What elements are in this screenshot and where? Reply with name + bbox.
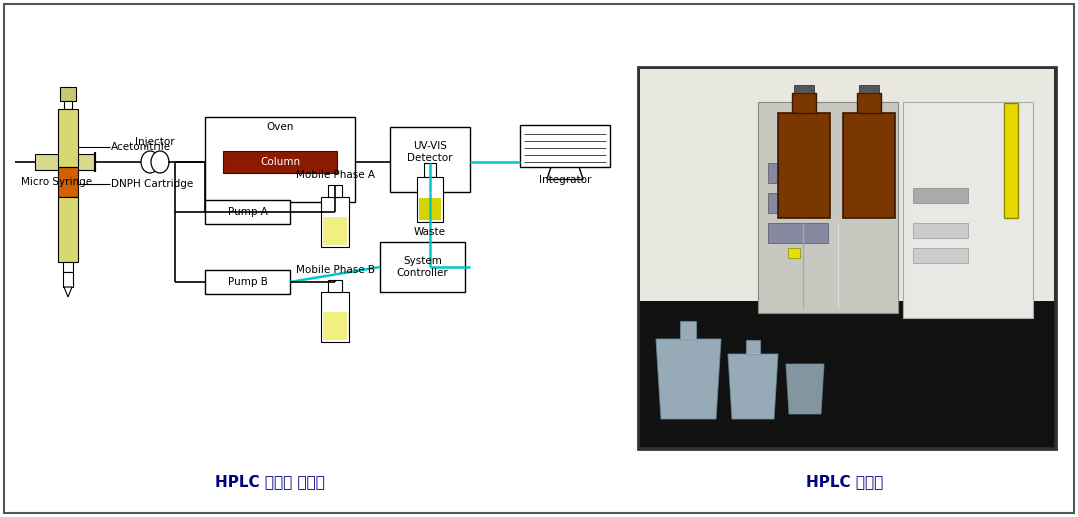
Bar <box>746 340 760 354</box>
Bar <box>680 321 696 339</box>
Bar <box>913 248 968 263</box>
Text: Pump B: Pump B <box>227 277 267 287</box>
Bar <box>788 248 800 258</box>
Bar <box>321 292 349 342</box>
Bar <box>758 102 898 313</box>
Text: Mobile Phase A: Mobile Phase A <box>295 170 374 180</box>
Text: Injector: Injector <box>135 137 175 147</box>
Bar <box>640 69 1054 303</box>
Bar <box>913 188 968 203</box>
Bar <box>794 85 814 93</box>
Bar <box>321 197 349 247</box>
Bar <box>205 200 290 224</box>
Bar <box>390 127 470 192</box>
Bar <box>205 117 355 202</box>
Text: Oven: Oven <box>266 122 293 132</box>
Ellipse shape <box>141 151 158 173</box>
Bar <box>778 113 830 218</box>
Bar <box>205 270 290 294</box>
Text: Pump A: Pump A <box>227 207 267 217</box>
Text: HPLC 시스템: HPLC 시스템 <box>806 475 884 490</box>
Text: Acetonitrile: Acetonitrile <box>111 142 171 152</box>
Bar <box>58 197 78 262</box>
Bar <box>843 113 895 218</box>
Bar <box>768 223 828 243</box>
Bar <box>58 109 78 167</box>
Bar <box>640 301 1054 447</box>
Text: DNPH Cartridge: DNPH Cartridge <box>111 179 193 189</box>
Text: Mobile Phase B: Mobile Phase B <box>295 265 374 275</box>
Bar <box>323 217 347 245</box>
Text: Column: Column <box>260 157 300 167</box>
Bar <box>419 198 441 220</box>
Bar <box>638 67 1056 449</box>
Bar <box>768 163 828 183</box>
Text: Integrator: Integrator <box>539 175 591 185</box>
Bar <box>223 151 337 173</box>
Bar <box>792 93 816 113</box>
Text: System
Controller: System Controller <box>397 256 448 278</box>
Bar <box>903 102 1033 318</box>
Bar <box>913 223 968 238</box>
Polygon shape <box>657 339 721 419</box>
Ellipse shape <box>151 151 169 173</box>
Bar <box>768 193 828 213</box>
Text: HPLC 시스템 개략도: HPLC 시스템 개략도 <box>216 475 324 490</box>
Bar <box>63 262 73 272</box>
Text: Waste: Waste <box>414 227 446 237</box>
Bar <box>63 272 73 287</box>
Bar <box>1004 103 1018 218</box>
Bar <box>857 93 881 113</box>
Bar <box>859 85 879 93</box>
Bar <box>417 177 443 222</box>
Bar <box>58 167 78 197</box>
Bar <box>64 101 72 109</box>
Bar <box>34 154 95 170</box>
Bar <box>328 185 342 197</box>
Polygon shape <box>786 364 824 414</box>
Text: Micro Syringe: Micro Syringe <box>22 177 93 187</box>
Bar <box>381 242 465 292</box>
Bar <box>328 280 342 292</box>
Bar <box>60 87 77 101</box>
Bar <box>520 125 610 167</box>
Text: UV-VIS
Detector: UV-VIS Detector <box>407 141 453 163</box>
Polygon shape <box>64 287 72 297</box>
Bar <box>323 312 347 340</box>
Bar <box>424 163 436 177</box>
Polygon shape <box>728 354 778 419</box>
